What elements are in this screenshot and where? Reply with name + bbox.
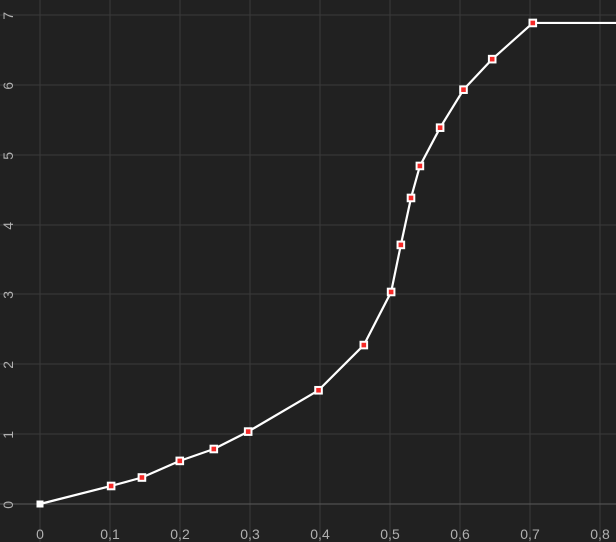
svg-text:5: 5	[0, 152, 16, 160]
svg-text:0,8: 0,8	[590, 526, 610, 542]
svg-text:3: 3	[0, 291, 16, 299]
svg-text:2: 2	[0, 361, 16, 369]
svg-text:0: 0	[0, 501, 16, 509]
svg-text:0,3: 0,3	[240, 526, 260, 542]
svg-text:0: 0	[36, 526, 44, 542]
svg-text:6: 6	[0, 82, 16, 90]
svg-text:7: 7	[0, 12, 16, 20]
svg-text:4: 4	[0, 222, 16, 230]
svg-text:0,4: 0,4	[310, 526, 330, 542]
svg-text:0,7: 0,7	[520, 526, 540, 542]
svg-text:0,5: 0,5	[380, 526, 400, 542]
svg-text:1: 1	[0, 431, 16, 439]
svg-text:0,6: 0,6	[450, 526, 470, 542]
svg-text:0,1: 0,1	[100, 526, 120, 542]
svg-text:0,2: 0,2	[170, 526, 190, 542]
